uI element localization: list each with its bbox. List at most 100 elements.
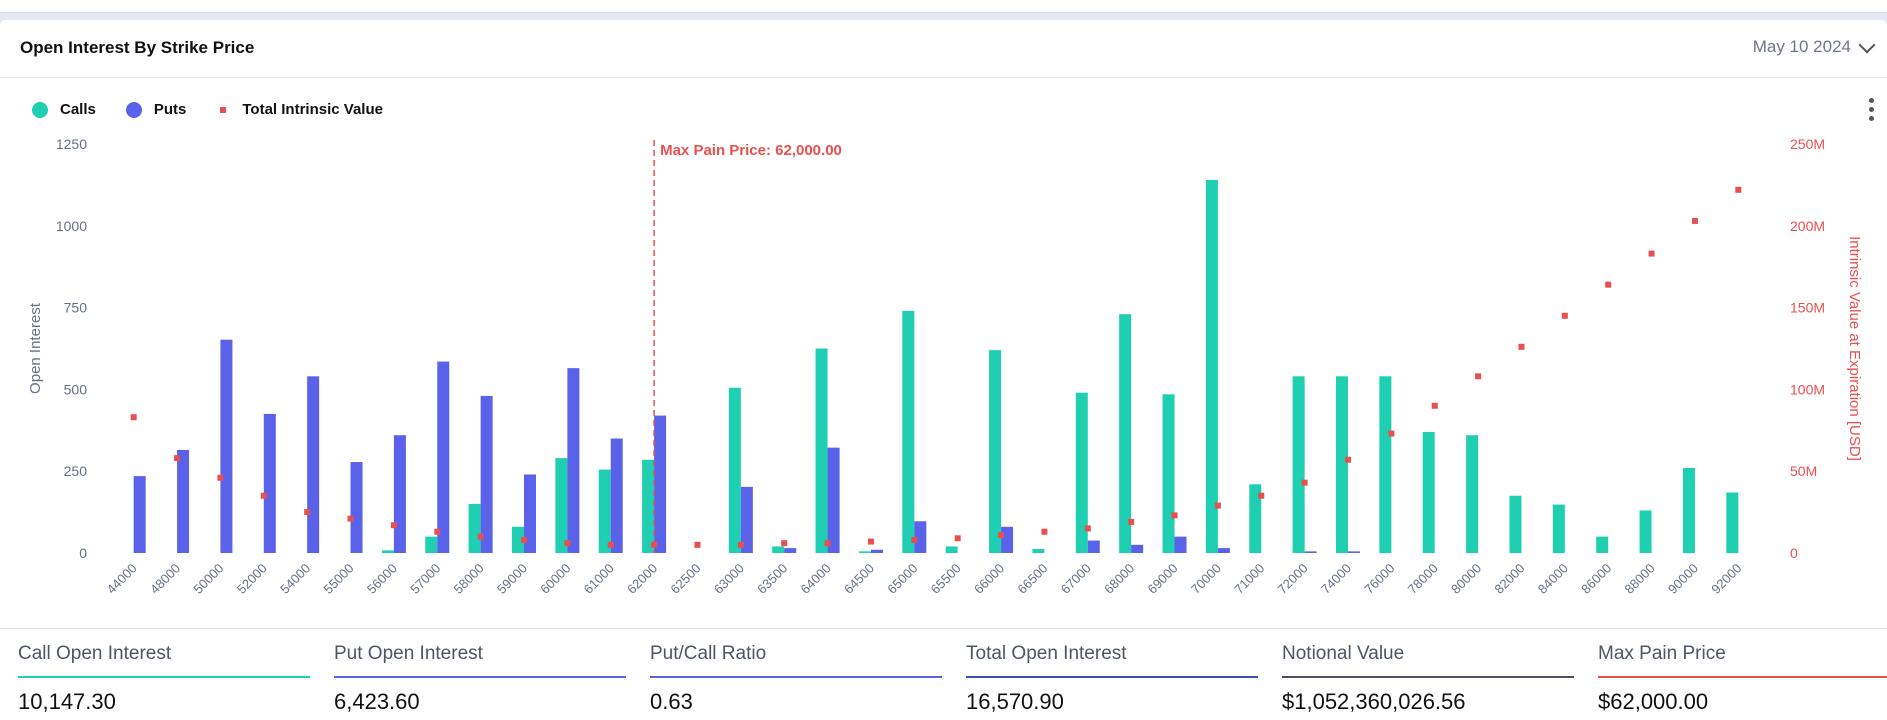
x-tick-label: 88000 [1622,561,1658,597]
calls-bar [555,458,568,553]
intrinsic-value-point [1648,250,1655,257]
y2-tick-label: 0 [1790,545,1798,561]
puts-bar [220,339,233,553]
x-tick-label: 78000 [1405,561,1441,597]
puts-bar [1131,544,1144,553]
x-tick-label: 65500 [928,561,964,597]
x-tick-label: 65000 [884,561,920,597]
calls-bar [1075,392,1088,553]
x-tick-label: 84000 [1535,561,1571,597]
x-tick-label: 60000 [537,561,573,597]
intrinsic-value-point [260,492,267,499]
calls-bar [728,387,741,553]
intrinsic-value-point [1388,430,1395,437]
calls-bar [815,348,828,553]
puts-bar [1304,551,1317,553]
y2-axis-title: Intrinsic Value at Expiration [USD] [1846,236,1863,461]
calls-bar [1162,394,1175,553]
stat-value: $1,052,360,026.56 [1282,689,1466,714]
puts-bar [263,413,276,553]
x-tick-label: 92000 [1708,561,1744,597]
calls-bar [1119,314,1132,553]
legend-item-intrinsic[interactable]: Total Intrinsic Value [216,101,383,118]
stat-underline [1282,676,1574,678]
x-tick-label: 64500 [841,561,877,597]
stat-call-open-interest: Call Open Interest 10,147.30 [18,629,310,720]
expiry-date-value: May 10 2024 [1752,37,1851,56]
puts-bar [480,395,493,553]
puts-bar [307,376,320,553]
x-tick-label: 61000 [581,561,617,597]
intrinsic-value-point [1475,373,1482,380]
intrinsic-value-point [1735,186,1742,193]
intrinsic-value-point [304,509,311,516]
intrinsic-value-point [1214,502,1221,509]
calls-bar [425,536,438,553]
intrinsic-value-point [694,541,701,548]
x-tick-label: 68000 [1101,561,1137,597]
legend-label-calls: Calls [60,101,96,118]
x-tick-label: 52000 [234,561,270,597]
x-tick-label: 66000 [971,561,1007,597]
intrinsic-value-point [1605,281,1612,288]
intrinsic-value-point [1301,479,1308,486]
puts-bar [437,361,450,553]
calls-bar [858,551,871,553]
puts-bar [1217,548,1230,553]
stat-max-pain-price: Max Pain Price $62,000.00 [1598,629,1887,720]
stat-notional-value: Notional Value $1,052,360,026.56 [1282,629,1574,720]
stats-divider [0,628,1887,629]
x-tick-label: 74000 [1318,561,1354,597]
intrinsic-value-point [1258,492,1265,499]
intrinsic-value-point [998,532,1005,539]
intrinsic-value-point [1561,312,1568,319]
stat-underline [1598,676,1887,678]
x-tick-label: 48000 [147,561,183,597]
calls-bar [1552,504,1565,553]
puts-bar [1348,551,1360,553]
x-tick-label: 64000 [798,561,834,597]
y-tick-label: 250 [64,463,88,479]
expiry-date-select[interactable]: May 10 2024 [1752,36,1876,57]
calls-bar [1292,376,1305,553]
puts-bar [1174,536,1187,553]
intrinsic-value-point [347,515,354,522]
x-tick-label: 62500 [667,561,703,597]
stat-put-call-ratio: Put/Call Ratio 0.63 [650,629,942,720]
stat-label: Max Pain Price [1598,643,1726,664]
chart-menu-icon[interactable] [1867,98,1875,121]
stat-label: Put Open Interest [334,643,483,664]
calls-bar [1249,484,1262,553]
legend-item-calls[interactable]: Calls [32,101,96,118]
calls-bar [512,526,524,553]
x-tick-label: 90000 [1665,561,1701,597]
stat-value: 10,147.30 [18,689,116,714]
intrinsic-value-point [1084,525,1091,532]
intrinsic-value-point [781,540,788,547]
intrinsic-legend-swatch [220,106,227,113]
intrinsic-value-point [217,474,224,481]
stat-value: 0.63 [650,689,693,714]
calls-bar [1596,536,1609,553]
intrinsic-value-point [1345,456,1351,463]
x-tick-label: 82000 [1491,561,1527,597]
x-tick-label: 59000 [494,561,530,597]
stat-label: Put/Call Ratio [650,643,767,664]
intrinsic-value-point [954,535,961,542]
x-tick-label: 86000 [1578,561,1614,597]
chart-legend: Calls Puts Total Intrinsic Value [32,101,383,118]
intrinsic-value-point [521,536,527,543]
calls-bar [642,459,655,553]
intrinsic-value-point [174,455,181,462]
puts-bar [177,449,190,553]
puts-bar [784,548,797,553]
max-pain-label: Max Pain Price: 62,000.00 [660,142,842,159]
calls-bar [1205,179,1218,553]
y-tick-label: 750 [64,300,88,316]
intrinsic-value-point [1128,518,1135,525]
stat-value: $62,000.00 [1598,689,1709,714]
legend-item-puts[interactable]: Puts [125,101,186,118]
puts-legend-swatch [125,101,142,118]
x-tick-label: 71000 [1231,561,1267,597]
stat-underline [650,676,942,678]
